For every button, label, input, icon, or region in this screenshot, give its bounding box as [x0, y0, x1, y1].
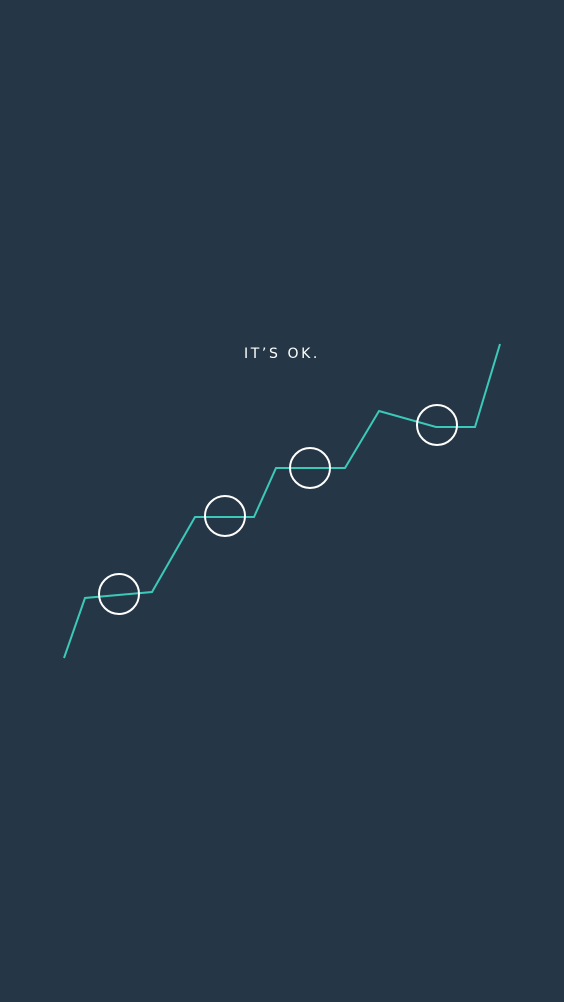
- circle-marker-icon: [416, 404, 458, 446]
- rising-zigzag-line-icon: [63, 343, 501, 659]
- tagline-text: IT’S OK.: [244, 346, 320, 362]
- circle-marker-icon: [98, 573, 140, 615]
- circle-marker-icon: [204, 495, 246, 537]
- circle-marker-icon: [289, 447, 331, 489]
